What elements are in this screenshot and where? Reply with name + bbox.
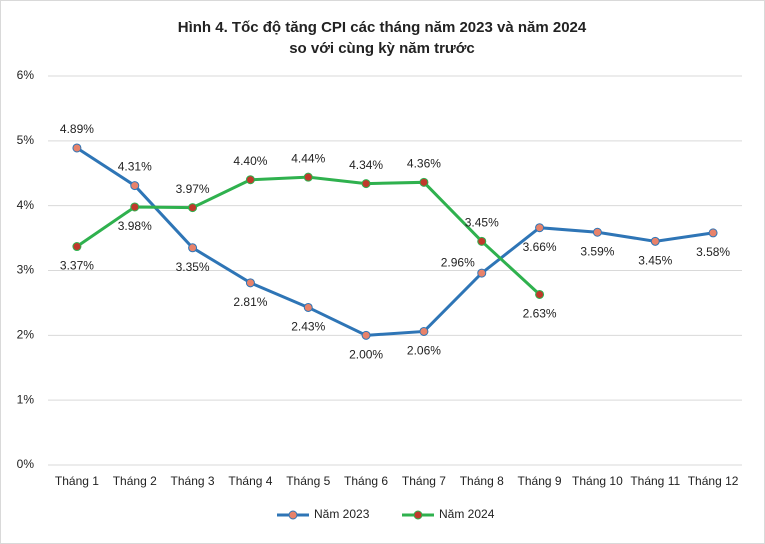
data-point	[361, 330, 371, 340]
series-line	[76, 146, 714, 337]
data-label: 3.66%	[523, 240, 557, 254]
data-label: 3.37%	[60, 259, 94, 273]
data-label: 2.43%	[291, 320, 325, 334]
data-point	[650, 236, 660, 246]
x-tick-label: Tháng 6	[344, 474, 388, 488]
data-point	[592, 227, 602, 237]
data-point	[245, 175, 255, 185]
data-label: 3.45%	[465, 215, 499, 229]
data-label: 3.45%	[638, 253, 672, 267]
data-point	[535, 289, 545, 299]
data-label: 2.96%	[441, 255, 475, 269]
x-tick-label: Tháng 4	[228, 474, 272, 488]
data-point	[477, 236, 487, 246]
data-point	[130, 202, 140, 212]
chart-title: so với cùng kỳ năm trước	[289, 40, 475, 57]
data-point	[303, 172, 313, 182]
y-tick-label: 6%	[17, 68, 35, 82]
data-label: 2.63%	[523, 307, 557, 321]
data-label: 2.00%	[349, 348, 383, 362]
y-tick-label: 2%	[17, 328, 35, 342]
data-point	[303, 302, 313, 312]
x-tick-label: Tháng 7	[402, 474, 446, 488]
legend-marker	[413, 510, 423, 520]
data-label: 3.59%	[580, 244, 614, 258]
y-tick-label: 0%	[17, 457, 35, 471]
data-label: 4.31%	[118, 160, 152, 174]
x-tick-label: Tháng 8	[460, 474, 504, 488]
y-tick-label: 4%	[17, 198, 35, 212]
data-point	[708, 228, 718, 238]
data-label: 4.34%	[349, 158, 383, 172]
data-label: 3.35%	[176, 260, 210, 274]
x-tick-label: Tháng 10	[572, 474, 623, 488]
legend-marker	[288, 510, 298, 520]
data-point	[188, 243, 198, 253]
data-label: 2.06%	[407, 344, 441, 358]
data-label: 3.98%	[118, 219, 152, 233]
data-label: 2.81%	[233, 295, 267, 309]
data-point	[72, 242, 82, 252]
data-point	[130, 181, 140, 191]
data-label: 4.89%	[60, 122, 94, 136]
legend-label: Năm 2023	[314, 507, 370, 521]
y-tick-label: 3%	[17, 263, 35, 277]
data-point	[535, 223, 545, 233]
data-label: 3.97%	[176, 182, 210, 196]
y-tick-label: 1%	[17, 392, 35, 406]
x-tick-label: Tháng 1	[55, 474, 99, 488]
data-point	[419, 326, 429, 336]
x-tick-label: Tháng 2	[113, 474, 157, 488]
chart-title: Hình 4. Tốc độ tăng CPI các tháng năm 20…	[178, 19, 587, 36]
data-point	[419, 177, 429, 187]
legend-label: Năm 2024	[439, 507, 495, 521]
x-tick-label: Tháng 3	[171, 474, 215, 488]
data-point	[361, 179, 371, 189]
data-point	[477, 268, 487, 278]
data-point	[188, 203, 198, 213]
data-point	[245, 278, 255, 288]
data-label: 4.36%	[407, 156, 441, 170]
data-point	[72, 143, 82, 153]
y-tick-label: 5%	[17, 133, 35, 147]
x-tick-label: Tháng 5	[286, 474, 330, 488]
data-label: 4.40%	[233, 154, 267, 168]
data-label: 3.58%	[696, 245, 730, 259]
x-tick-label: Tháng 11	[630, 474, 680, 488]
x-tick-label: Tháng 9	[518, 474, 562, 488]
data-label: 4.44%	[291, 151, 325, 165]
x-tick-label: Tháng 12	[688, 474, 739, 488]
